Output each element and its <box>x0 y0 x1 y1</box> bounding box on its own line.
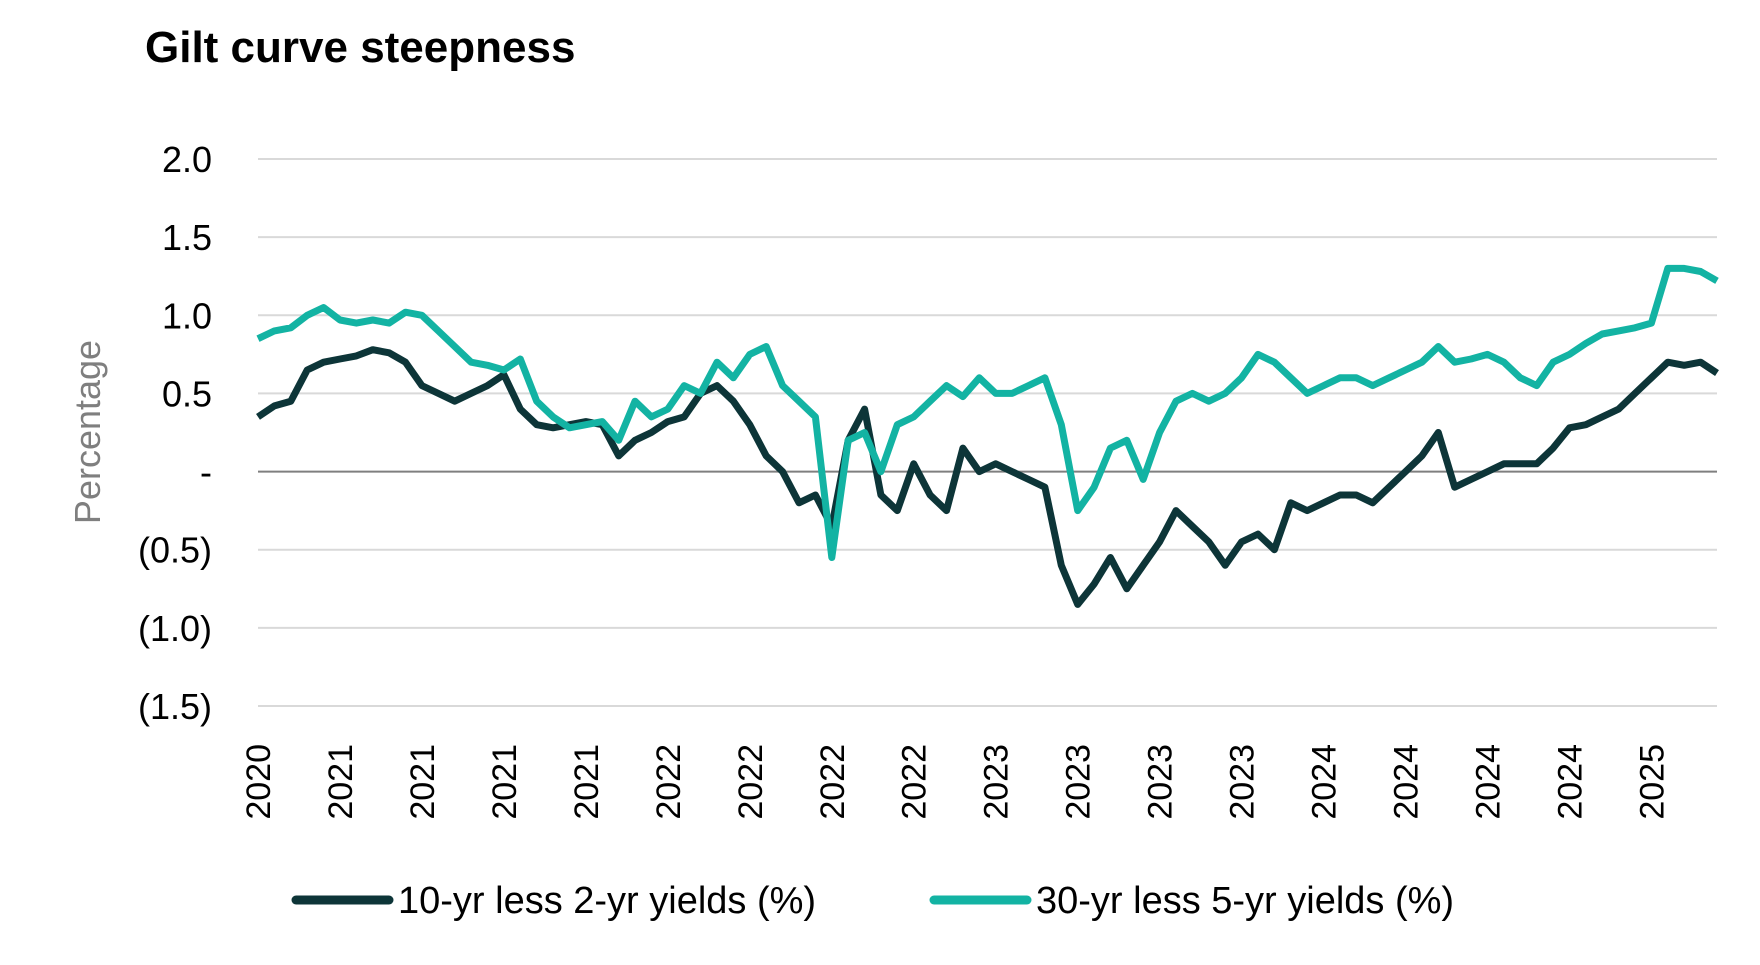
series-line <box>256 264 1719 561</box>
x-tick-label: 2022 <box>732 744 770 820</box>
y-tick-label: 1.0 <box>162 295 212 336</box>
x-tick-label: 2025 <box>1633 744 1671 820</box>
y-tick-label: (0.5) <box>138 530 212 571</box>
x-tick-label: 2024 <box>1469 744 1507 820</box>
y-tick-label: - <box>200 452 212 493</box>
x-tick-label: 2023 <box>1224 744 1262 820</box>
y-tick-label: 2.0 <box>162 139 212 180</box>
x-tick-label: 2020 <box>240 744 278 820</box>
x-tick-label: 2023 <box>1142 744 1180 820</box>
x-tick-label: 2021 <box>404 744 442 820</box>
x-tick-label: 2022 <box>650 744 688 820</box>
y-tick-label: 0.5 <box>162 373 212 414</box>
x-tick-label: 2021 <box>322 744 360 820</box>
chart-title: Gilt curve steepness <box>145 23 575 72</box>
x-tick-label: 2021 <box>568 744 606 820</box>
series-line <box>256 346 1719 608</box>
x-tick-label: 2022 <box>896 744 934 820</box>
x-tick-label: 2021 <box>486 744 524 820</box>
x-tick-label: 2023 <box>978 744 1016 820</box>
x-tick-label: 2024 <box>1306 744 1344 820</box>
legend-label: 10-yr less 2-yr yields (%) <box>398 880 816 922</box>
x-tick-label: 2024 <box>1388 744 1426 820</box>
x-tick-label: 2023 <box>1060 744 1098 820</box>
y-tick-label: 1.5 <box>162 217 212 258</box>
y-tick-label: (1.5) <box>138 686 212 727</box>
y-axis-label: Percentage <box>67 340 108 524</box>
x-tick-label: 2024 <box>1551 744 1589 820</box>
legend-label: 30-yr less 5-yr yields (%) <box>1036 880 1454 922</box>
y-tick-label: (1.0) <box>138 608 212 649</box>
x-tick-label: 2022 <box>814 744 852 820</box>
